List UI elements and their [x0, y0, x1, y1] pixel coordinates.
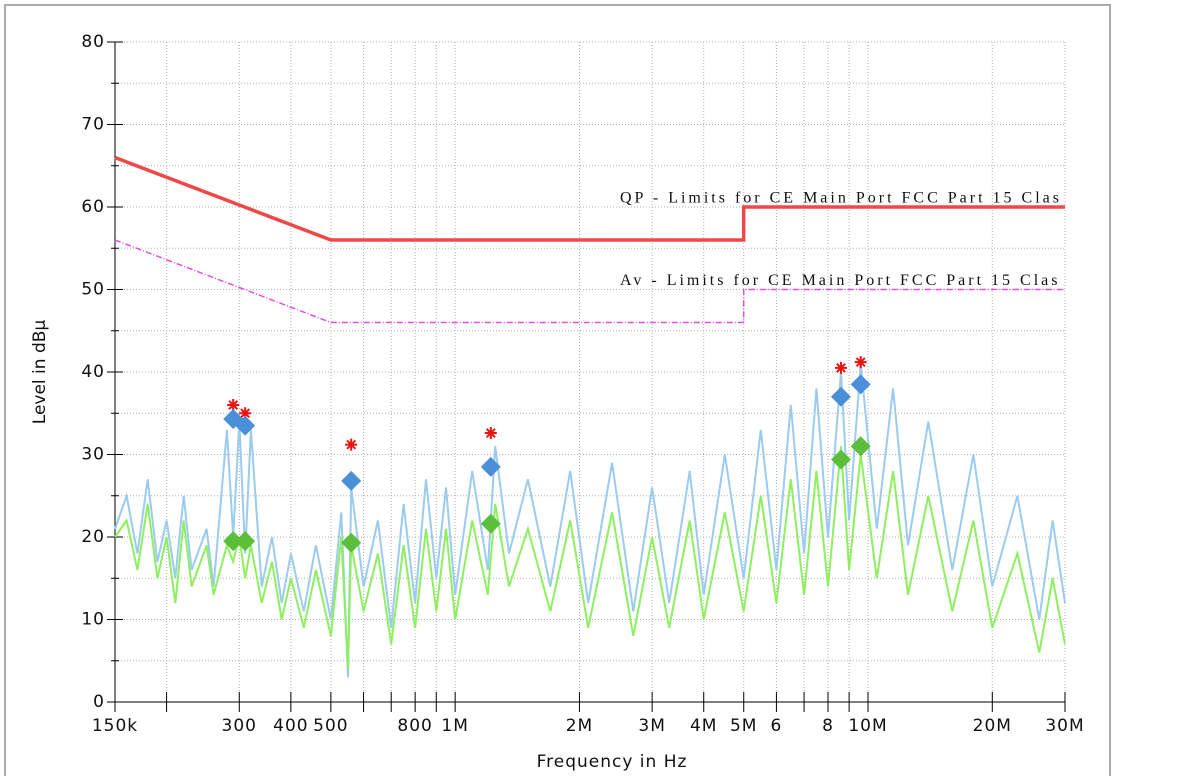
- asterisk-marker: [484, 427, 497, 440]
- diamond-marker: [341, 532, 362, 553]
- diamond-marker: [341, 470, 362, 491]
- y-tick-label: 30: [81, 445, 105, 465]
- limit-line: [114, 155, 1065, 242]
- x-tick-label: 8: [822, 716, 834, 736]
- y-tick-label: 60: [81, 197, 105, 217]
- limit-line: [114, 239, 1065, 324]
- x-tick-label: 5M: [730, 716, 757, 736]
- asterisk-marker: [345, 438, 358, 451]
- x-tick-label: 300: [222, 716, 257, 736]
- y-tick-label: 70: [81, 115, 105, 135]
- x-tick-label: 2M: [566, 716, 593, 736]
- x-tick-label: 1M: [441, 716, 468, 736]
- diamond-marker: [235, 415, 256, 436]
- y-tick-label: 50: [81, 280, 105, 300]
- x-tick-label: 3M: [638, 716, 665, 736]
- limit-label: Av - Limits for CE Main Port FCC Part 15…: [620, 272, 1060, 289]
- x-tick-label: 20M: [973, 716, 1012, 736]
- x-tick-label: 150k: [92, 716, 138, 736]
- x-tick-label: 30M: [1045, 716, 1084, 736]
- y-tick-label: 20: [81, 527, 105, 547]
- x-tick-label: 4M: [690, 716, 717, 736]
- x-tick-label: 10M: [848, 716, 887, 736]
- asterisk-marker: [227, 399, 240, 411]
- asterisk-marker: [834, 361, 847, 374]
- y-tick-label: 10: [81, 610, 105, 630]
- diamond-marker: [235, 531, 256, 552]
- x-axis-title: Frequency in Hz: [537, 752, 688, 772]
- y-tick-label: 80: [81, 32, 105, 52]
- diamond-marker: [223, 531, 244, 552]
- diamond-marker: [850, 374, 871, 395]
- x-tick-label: 800: [397, 716, 432, 736]
- trace: [114, 446, 1066, 670]
- frame: [4, 4, 1111, 776]
- x-tick-label: 400: [273, 716, 308, 736]
- limit-label: QP - Limits for CE Main Port FCC Part 15…: [620, 190, 1062, 207]
- diamond-marker: [830, 386, 851, 407]
- trace: [114, 363, 1066, 678]
- diamond-marker: [830, 449, 851, 470]
- diamond-marker: [850, 436, 871, 457]
- asterisk-marker: [239, 407, 252, 420]
- asterisk-marker: [854, 356, 867, 369]
- y-tick-label: 40: [81, 362, 105, 382]
- x-tick-label: 6: [771, 716, 783, 736]
- diamond-marker: [480, 513, 501, 534]
- y-tick-label: 0: [93, 692, 105, 712]
- x-tick-label: 500: [313, 716, 348, 736]
- diamond-marker: [480, 456, 501, 477]
- y-axis-title: Level in dBµ: [30, 320, 50, 425]
